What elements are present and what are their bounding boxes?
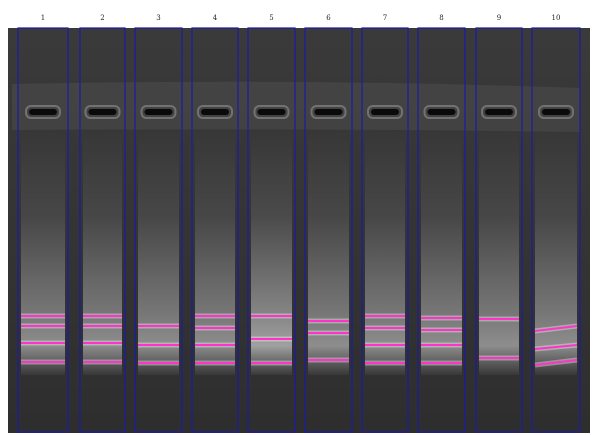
well [88, 109, 117, 115]
well-glow [423, 105, 460, 119]
lane-box [304, 27, 353, 433]
lane-smear [251, 130, 292, 375]
lane-box [134, 27, 183, 433]
lane-smear [535, 130, 577, 375]
lane-label: 10 [552, 14, 561, 22]
lane-smear [21, 130, 65, 375]
lane-box [361, 27, 409, 433]
well [257, 109, 286, 115]
well [542, 109, 570, 115]
lane-label: 3 [156, 14, 160, 22]
well-glow [481, 105, 517, 119]
lane-smear [421, 130, 462, 375]
well-glow [253, 105, 290, 119]
well [29, 109, 57, 115]
lane-label: 5 [269, 14, 273, 22]
lane-smear [195, 130, 235, 375]
lane-box [475, 27, 523, 433]
well [427, 109, 456, 115]
well-glow [25, 105, 61, 119]
lane-smear [308, 130, 349, 375]
well-glow [140, 105, 177, 119]
well-glow [197, 105, 233, 119]
lane-box [531, 27, 581, 433]
lane-box [191, 27, 239, 433]
band-marker [534, 325, 578, 332]
lane-box [417, 27, 466, 433]
lane-box [79, 27, 126, 433]
lane-label: 8 [439, 14, 443, 22]
well [371, 109, 399, 115]
well-glow [84, 105, 121, 119]
lane-smear [138, 130, 179, 375]
lane-box [17, 27, 69, 433]
lane-label: 6 [326, 14, 331, 22]
lane-label: 9 [497, 14, 501, 22]
lane-label: 2 [100, 14, 104, 22]
well [485, 109, 513, 115]
lane-smear [83, 130, 122, 375]
well-glow [367, 105, 403, 119]
lane-smear [479, 130, 519, 375]
lane-box [247, 27, 296, 433]
lane-label: 1 [41, 14, 45, 22]
well [144, 109, 173, 115]
band-marker [534, 359, 578, 366]
well [314, 109, 343, 115]
well [201, 109, 229, 115]
lane-label: 7 [383, 14, 387, 22]
band-marker [534, 344, 578, 350]
lane-label: 4 [213, 14, 218, 22]
well-glow [310, 105, 347, 119]
well-region [12, 81, 580, 132]
lane-smear [365, 130, 405, 375]
well-glow [538, 105, 574, 119]
